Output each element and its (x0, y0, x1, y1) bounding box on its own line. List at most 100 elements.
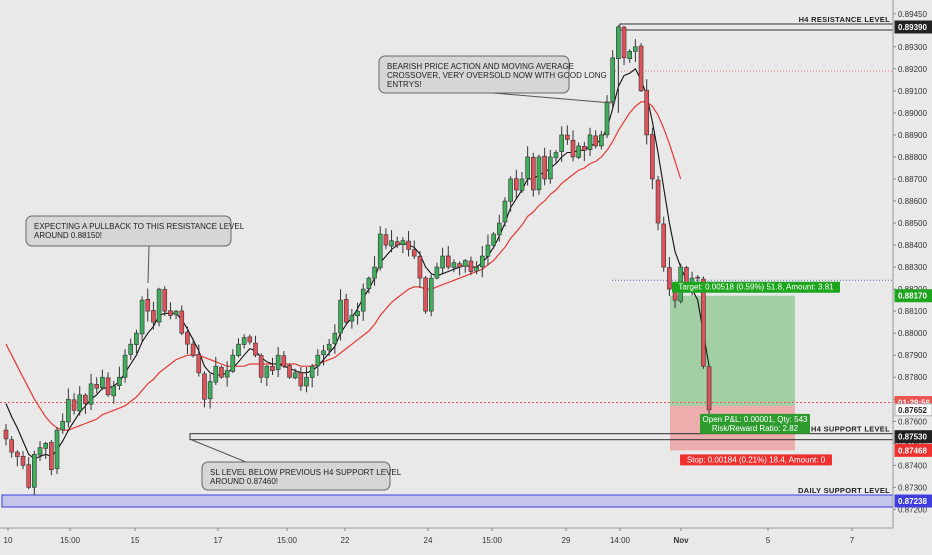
bearish-candle[interactable] (468, 256, 474, 275)
bullish-candle[interactable] (122, 349, 128, 383)
bullish-candle[interactable] (627, 49, 633, 63)
bullish-candle[interactable] (241, 334, 247, 349)
bearish-candle[interactable] (270, 357, 275, 376)
bearish-candle[interactable] (190, 338, 196, 358)
bearish-candle[interactable] (695, 275, 701, 283)
bullish-candle[interactable] (599, 130, 604, 150)
bearish-candle[interactable] (94, 377, 100, 394)
price-badge[interactable]: 0.88170 (894, 289, 932, 303)
bullish-candle[interactable] (587, 127, 593, 157)
bearish-candle[interactable] (394, 236, 400, 248)
bearish-candle[interactable] (179, 305, 185, 336)
bearish-candle[interactable] (457, 261, 462, 276)
bullish-candle[interactable] (479, 246, 485, 278)
bullish-candle[interactable] (117, 366, 122, 391)
bullish-candle[interactable] (553, 150, 559, 163)
callout-bearish[interactable]: BEARISH PRICE ACTION AND MOVING AVERAGEC… (378, 55, 613, 104)
bullish-candle[interactable] (128, 338, 134, 360)
bearish-candle[interactable] (417, 251, 423, 289)
bearish-candle[interactable] (162, 286, 168, 317)
bullish-candle[interactable] (502, 197, 508, 227)
bullish-candle[interactable] (366, 276, 372, 294)
bearish-candle[interactable] (3, 424, 9, 446)
bullish-candle[interactable] (525, 146, 530, 186)
target-zone[interactable] (670, 295, 795, 406)
bearish-candle[interactable] (281, 351, 287, 369)
bullish-candle[interactable] (236, 338, 241, 358)
bearish-candle[interactable] (247, 334, 253, 345)
bullish-candle[interactable] (100, 369, 105, 391)
bearish-candle[interactable] (650, 127, 655, 190)
bearish-candle[interactable] (383, 228, 389, 250)
bearish-candle[interactable] (667, 257, 672, 297)
bearish-candle[interactable] (661, 216, 667, 272)
bullish-candle[interactable] (576, 142, 581, 160)
bullish-candle[interactable] (462, 259, 468, 273)
bearish-candle[interactable] (644, 79, 650, 145)
bullish-candle[interactable] (43, 441, 48, 459)
bearish-candle[interactable] (49, 439, 54, 476)
bullish-candle[interactable] (349, 308, 355, 329)
bearish-candle[interactable] (20, 451, 26, 470)
bullish-candle[interactable] (321, 345, 326, 366)
bullish-candle[interactable] (536, 154, 542, 195)
bearish-candle[interactable] (531, 152, 536, 197)
bearish-candle[interactable] (582, 141, 587, 162)
bullish-candle[interactable] (332, 324, 338, 354)
price-badge[interactable]: 0.87468 (894, 443, 932, 457)
callout-stop-loss[interactable]: SL LEVEL BELOW PREVIOUS H4 SUPPORT LEVEL… (191, 439, 402, 491)
bullish-candle[interactable] (508, 176, 513, 212)
bullish-candle[interactable] (111, 380, 117, 404)
bearish-candle[interactable] (219, 365, 224, 379)
bearish-candle[interactable] (71, 393, 77, 415)
bullish-candle[interactable] (491, 232, 496, 249)
bearish-candle[interactable] (593, 130, 598, 149)
bullish-candle[interactable] (559, 126, 564, 162)
callout-pullback[interactable]: EXPECTING A PULLBACK TO THIS RESISTANCE … (25, 215, 245, 284)
bearish-candle[interactable] (638, 43, 644, 93)
bullish-candle[interactable] (77, 386, 83, 416)
bullish-candle[interactable] (485, 234, 491, 266)
bearish-candle[interactable] (145, 288, 151, 322)
bearish-candle[interactable] (570, 130, 576, 162)
bearish-candle[interactable] (287, 363, 292, 379)
bearish-candle[interactable] (105, 372, 111, 397)
bearish-candle[interactable] (445, 245, 451, 270)
stop-label[interactable]: Stop: 0.00184 (0.21%) 18.4, Amount: 0 (680, 454, 832, 466)
bullish-candle[interactable] (309, 363, 315, 388)
price-badge[interactable]: 0.87652 (894, 403, 932, 417)
bearish-candle[interactable] (258, 353, 264, 384)
bullish-candle[interactable] (156, 287, 162, 327)
bullish-candle[interactable] (304, 367, 309, 393)
bearish-candle[interactable] (168, 302, 173, 320)
bullish-candle[interactable] (134, 329, 139, 354)
bearish-candle[interactable] (185, 326, 190, 354)
bearish-candle[interactable] (542, 147, 547, 186)
bearish-candle[interactable] (411, 240, 417, 259)
bullish-candle[interactable] (548, 149, 553, 184)
level-price-badge[interactable]: 0.87530 (894, 430, 932, 444)
bearish-candle[interactable] (9, 436, 14, 458)
bullish-candle[interactable] (377, 226, 383, 271)
bullish-candle[interactable] (173, 309, 179, 320)
bullish-candle[interactable] (66, 388, 71, 428)
bullish-candle[interactable] (88, 373, 94, 410)
bearish-candle[interactable] (406, 230, 411, 257)
bullish-candle[interactable] (338, 289, 343, 341)
bullish-candle[interactable] (355, 302, 360, 325)
bearish-candle[interactable] (423, 276, 428, 314)
bearish-candle[interactable] (202, 371, 207, 408)
bearish-candle[interactable] (513, 169, 519, 199)
bearish-candle[interactable] (196, 344, 202, 377)
bullish-candle[interactable] (372, 256, 377, 286)
bullish-candle[interactable] (224, 361, 230, 387)
bullish-candle[interactable] (428, 274, 434, 317)
target-label[interactable]: Target: 0.00518 (0.59%) 51.8, Amount: 3.… (672, 281, 840, 293)
bullish-candle[interactable] (496, 214, 502, 242)
bullish-candle[interactable] (610, 50, 615, 108)
bullish-candle[interactable] (264, 365, 270, 386)
bullish-candle[interactable] (400, 237, 406, 254)
bullish-candle[interactable] (451, 259, 457, 273)
